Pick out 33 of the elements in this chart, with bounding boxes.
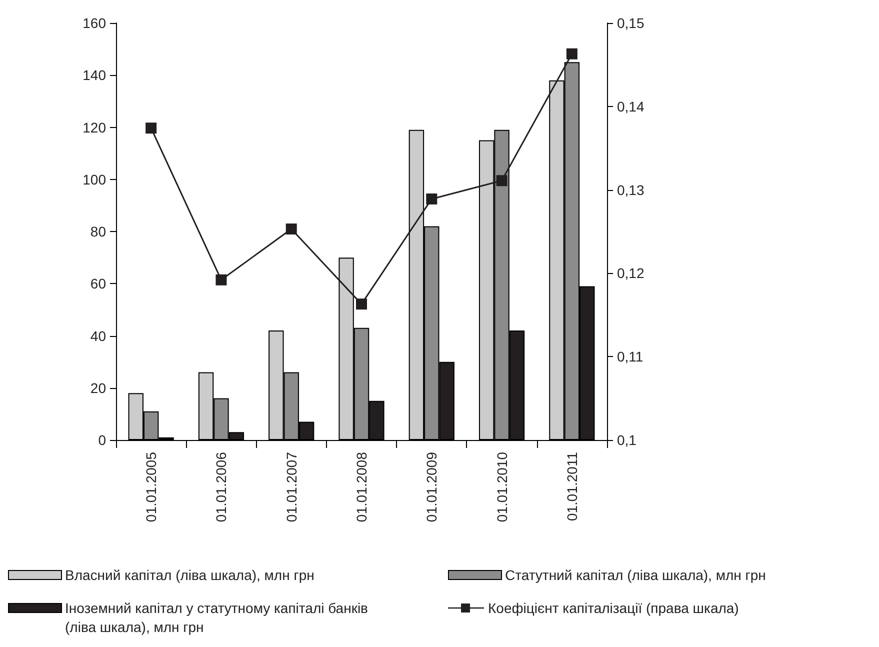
y-tick-label: 100	[82, 171, 106, 188]
y-tick-label: 120	[82, 119, 106, 136]
point	[216, 274, 227, 286]
point	[356, 298, 367, 310]
point	[286, 224, 297, 234]
x-tick-label: 01.01.2008	[354, 452, 370, 522]
y-tick-label: 80	[90, 224, 106, 240]
y2-tick-label: 0,1	[617, 432, 637, 448]
point	[566, 48, 578, 60]
y-tick-label: 60	[90, 276, 106, 292]
y-tick-label: 20	[90, 380, 106, 396]
legend-label: Власний капітал (ліва шкала), млн грн	[65, 566, 314, 585]
legend-label: Статутний капітал (ліва шкала), млн грн	[505, 566, 766, 585]
y-tick-label: 0	[98, 432, 106, 448]
point	[426, 193, 438, 204]
y-tick-label: 40	[90, 328, 106, 344]
y-tick-label: 160	[82, 15, 106, 31]
x-tick-label: 01.01.2010	[494, 452, 510, 522]
y2-tick-label: 0,11	[617, 348, 644, 365]
y2-tick-label: 0,15	[617, 15, 644, 31]
point	[496, 175, 508, 186]
x-tick-label: 01.01.2011	[564, 452, 580, 522]
point	[146, 122, 157, 134]
y-tick-label: 140	[82, 67, 106, 84]
legend-label: Коефіцієнт капіталізації (права шкала)	[488, 599, 739, 618]
y2-tick-label: 0,14	[617, 98, 644, 114]
x-tick-label: 01.01.2009	[424, 452, 440, 522]
x-tick-label: 01.01.2005	[143, 452, 160, 522]
x-tick-label: 01.01.2007	[283, 452, 300, 522]
y2-tick-label: 0,12	[617, 265, 644, 282]
y2-tick-label: 0,13	[617, 182, 644, 198]
legend-label: Іноземний капітал у статутному капіталі банків (ліва шкала), млн грн	[65, 599, 369, 637]
x-tick-label: 01.01.2006	[213, 452, 230, 522]
